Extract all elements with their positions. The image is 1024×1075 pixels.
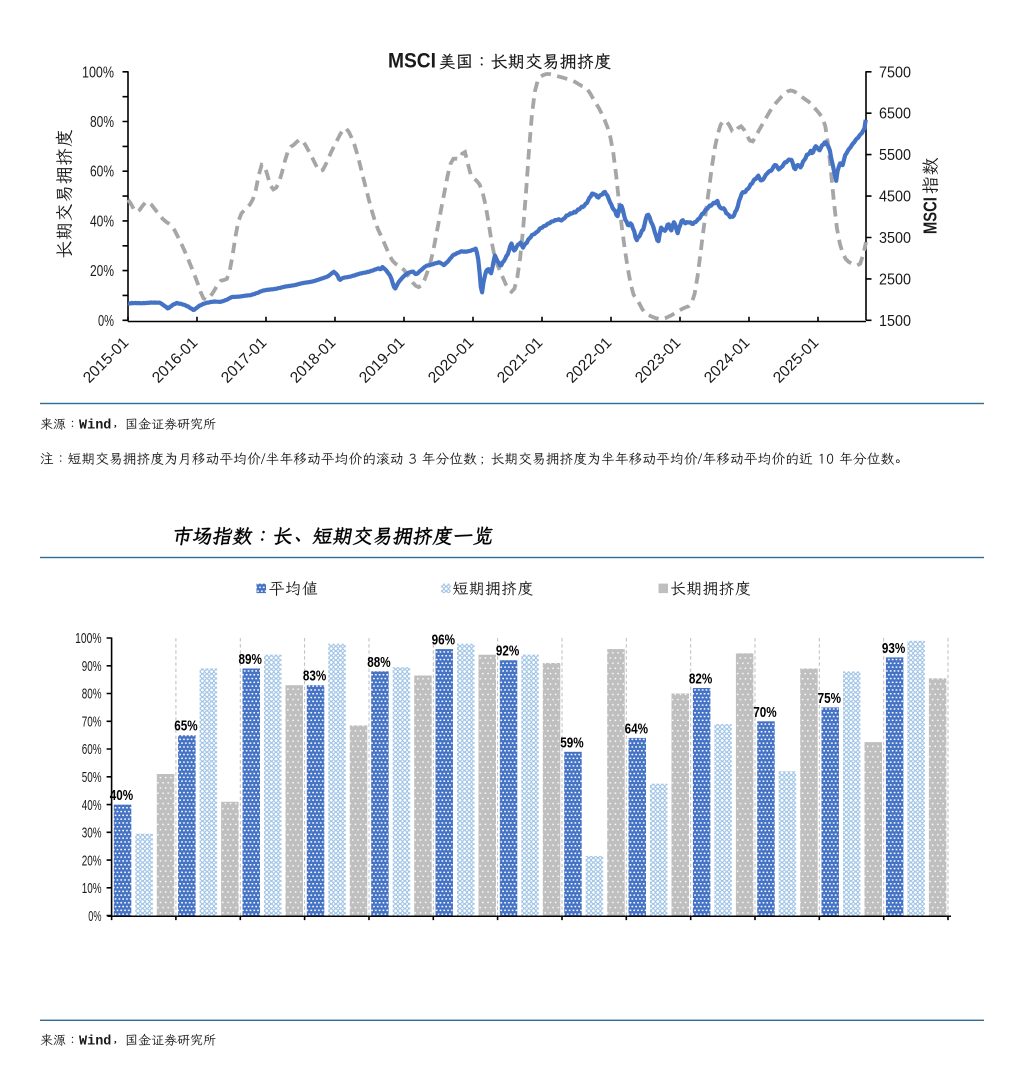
svg-text:1500: 1500: [879, 313, 911, 330]
svg-text:0%: 0%: [88, 908, 101, 925]
svg-text:Wind: Wind: [79, 1035, 111, 1050]
svg-text:0%: 0%: [98, 313, 114, 330]
svg-text:83%: 83%: [303, 668, 326, 685]
svg-text:93%: 93%: [882, 640, 905, 657]
svg-text:2500: 2500: [879, 271, 911, 288]
svg-text:80%: 80%: [82, 686, 102, 703]
svg-text:Wind: Wind: [79, 419, 111, 434]
svg-text:88%: 88%: [367, 654, 390, 671]
svg-text:96%: 96%: [432, 632, 455, 649]
svg-text:70%: 70%: [82, 714, 102, 731]
svg-text:90%: 90%: [82, 658, 102, 675]
svg-text:50%: 50%: [82, 769, 102, 786]
svg-text:7500: 7500: [879, 64, 911, 81]
svg-text:80%: 80%: [90, 114, 114, 131]
svg-text:4500: 4500: [879, 189, 911, 206]
svg-text:75%: 75%: [818, 690, 841, 707]
svg-text:40%: 40%: [90, 213, 114, 230]
svg-text:3500: 3500: [879, 230, 911, 247]
svg-text:100%: 100%: [82, 64, 114, 81]
svg-text:82%: 82%: [689, 671, 712, 688]
svg-text:40%: 40%: [110, 787, 133, 804]
svg-text:40%: 40%: [82, 797, 102, 814]
svg-text:20%: 20%: [90, 263, 114, 280]
svg-text:64%: 64%: [625, 720, 648, 737]
svg-text:20%: 20%: [82, 852, 102, 869]
svg-text:65%: 65%: [174, 718, 197, 735]
svg-text:5500: 5500: [879, 147, 911, 164]
svg-text:92%: 92%: [496, 643, 519, 660]
svg-text:10%: 10%: [82, 880, 102, 897]
svg-text:60%: 60%: [90, 164, 114, 181]
svg-text:89%: 89%: [239, 651, 262, 668]
svg-text:59%: 59%: [560, 734, 583, 751]
svg-text:70%: 70%: [753, 704, 776, 721]
svg-text:6500: 6500: [879, 106, 911, 123]
svg-text:60%: 60%: [82, 741, 102, 758]
svg-text:MSCI: MSCI: [921, 197, 941, 234]
svg-text:100%: 100%: [75, 630, 101, 647]
svg-text:MSCI: MSCI: [388, 50, 436, 73]
svg-text:30%: 30%: [82, 825, 102, 842]
